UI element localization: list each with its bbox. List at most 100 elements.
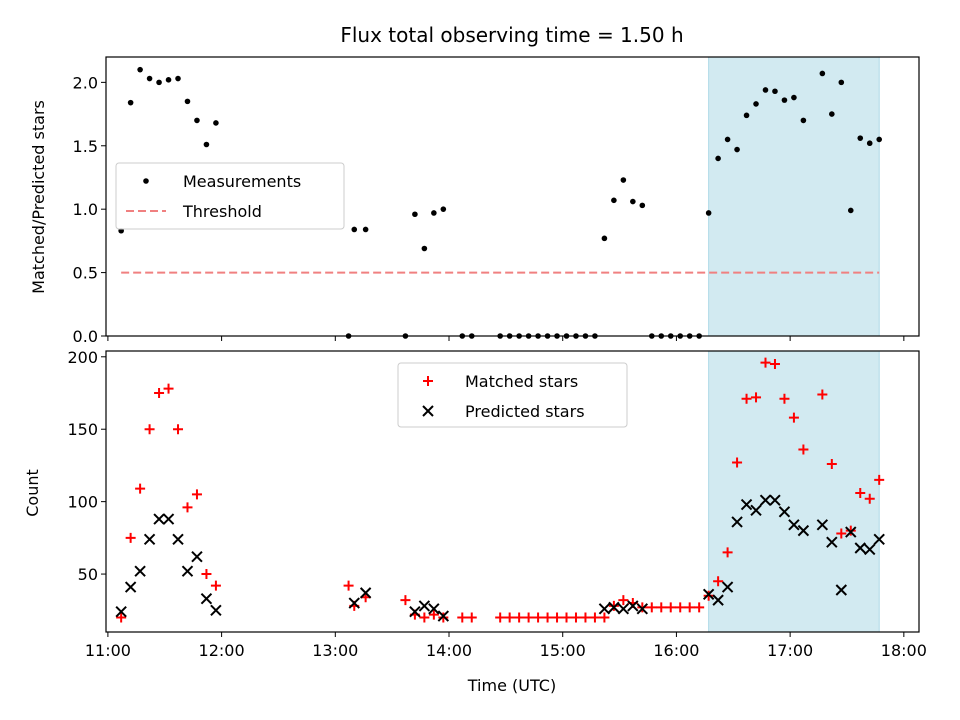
measurement-point [421,245,428,252]
measurement-point [734,146,740,153]
y-tick-label: 150 [67,420,98,439]
x-tick-label: 18:00 [881,641,927,660]
highlight-span [708,56,880,337]
measurement-point [146,75,153,82]
predicted-stars-point [816,519,829,531]
predicted-stars-point [873,533,885,546]
legend-matched-swatch [423,376,433,386]
x-tick-label: 11:00 [85,641,131,660]
measurement-point [762,87,769,93]
measurement-point [876,136,883,143]
matched-stars-point [656,602,667,613]
x-tick-label: 16:00 [653,641,699,660]
time-axis-label: Time (UTC) [467,676,556,695]
measurement-point [156,79,162,86]
predicted-stars-point [172,533,184,546]
measurement-point [857,135,864,141]
matched-stars-point [732,457,743,468]
predicted-stars-point [617,603,630,615]
predicted-stars-point [428,603,440,615]
predicted-stars-point [162,513,175,525]
predicted-stars-point [702,588,715,601]
matched-stars-point [163,383,174,394]
matched-stars-point [542,612,553,623]
predicted-stars-point [835,584,848,596]
measurement-point [791,94,797,101]
matched-stars-point [618,595,629,606]
matched-stars-point [713,576,724,587]
x-tick-label: 17:00 [767,641,813,660]
matched-stars-point [514,612,525,623]
y-tick-label: 1.5 [73,137,98,156]
matched-stars-point [637,602,648,613]
matched-stars-point [589,612,600,623]
legend-label: Predicted stars [465,402,585,421]
measurement-point [362,226,369,233]
x-tick-label: 13:00 [312,641,358,660]
predicted-stars-point [153,513,165,525]
measurement-point [137,66,143,73]
matched-stars-point [154,388,165,399]
matched-stars-point [116,612,127,623]
predicted-stars-point [409,606,421,618]
matched-stars-point [400,595,411,606]
matched-stars-point [826,458,837,469]
predicted-stars-point [627,600,639,612]
predicted-stars-point [712,594,724,606]
legend-predicted-swatch [422,405,434,417]
predicted-stars-point [740,498,753,511]
matched-stars-point [466,612,477,623]
measurement-point [819,70,826,77]
matched-stars-point [845,525,856,536]
axes-frame [105,56,920,337]
measurement-point [639,202,646,209]
matched-stars-point [798,444,809,455]
y-tick-label: 50 [78,565,98,584]
y-tick-label: 0.5 [73,264,98,283]
axes-frame [105,350,920,633]
predicted-stars-point [845,526,857,538]
matched-stars-point [580,612,591,623]
measurement-point [620,177,627,183]
measurement-point [630,198,636,205]
legend-measurements-swatch [143,178,149,184]
matched-stars-point [438,612,449,623]
y-tick-label: 1.0 [73,200,98,219]
x-tick-label: 12:00 [199,641,245,660]
matched-stars-point [817,389,828,400]
measurement-point [753,101,759,107]
matched-stars-point [703,590,714,601]
measurement-point [781,97,788,103]
measurement-point [847,207,854,214]
measurement-point [724,136,731,143]
predicted-stars-point [134,565,146,577]
matched-stars-point [182,502,193,513]
predicted-stars-point [778,506,791,518]
measurement-point [800,117,807,124]
matched-stars-point [210,580,221,591]
matched-stars-point [779,393,790,404]
y-tick-label: 200 [67,348,98,367]
measurement-point [412,211,418,218]
predicted-stars-point [854,542,866,554]
predicted-stars-point [210,604,222,616]
matched-stars-point [599,612,610,623]
matched-stars-point [855,487,866,498]
matched-stars-point [523,612,534,623]
predicted-stars-point [200,592,213,605]
matched-stars-point [760,357,771,368]
predicted-stars-point [124,581,137,593]
predicted-stars-point [181,565,194,577]
matched-stars-point [646,602,657,613]
y-tick-label: 2.0 [73,73,98,92]
measurement-point [440,206,447,212]
matched-stars-point [836,528,847,539]
measurement-point [838,79,845,86]
matched-stars-point [694,602,705,613]
matched-stars-point [125,532,136,543]
matched-stars-point [684,602,695,613]
measurement-point [431,210,437,216]
measurement-point [866,140,873,147]
legend-label: Matched stars [465,372,578,391]
